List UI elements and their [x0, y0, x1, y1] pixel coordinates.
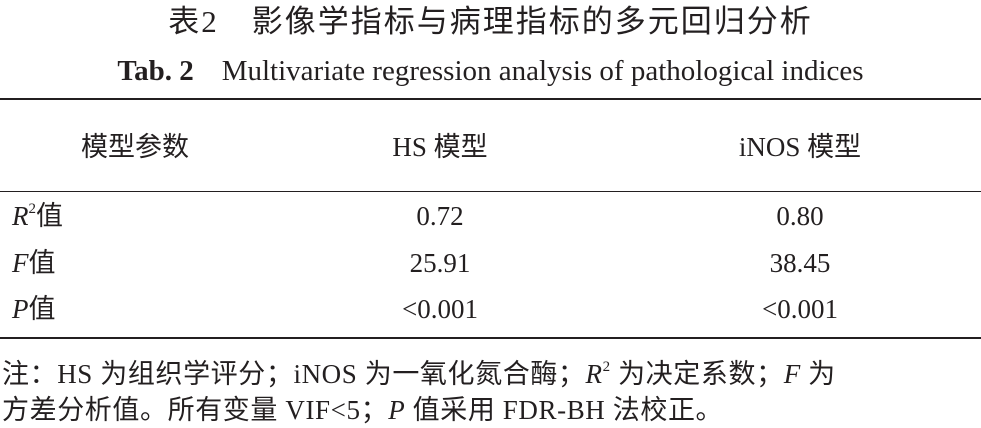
- title-en: Tab. 2 Multivariate regression analysis o…: [0, 50, 981, 92]
- row-label: P值: [12, 291, 56, 327]
- note-symbol: R: [585, 359, 603, 389]
- note-symbol: F: [783, 359, 801, 389]
- row-label: F值: [12, 245, 56, 281]
- top-rule: [0, 98, 981, 100]
- header-cell: iNOS 模型: [738, 132, 862, 162]
- value-cell: 0.80: [776, 201, 824, 231]
- value-cell: <0.001: [762, 294, 838, 324]
- row-suffix: 值: [28, 248, 56, 278]
- value-cell: <0.001: [402, 294, 478, 324]
- header-cell: HS 模型: [392, 132, 488, 162]
- title-cn: 表2 影像学指标与病理指标的多元回归分析: [168, 4, 813, 39]
- note-text: 值采用 FDR-BH 法校正。: [405, 395, 724, 425]
- note-text: 为决定系数；: [610, 359, 784, 389]
- row-suffix: 值: [28, 294, 56, 324]
- table-label: Tab. 2: [117, 55, 194, 87]
- row-symbol: F: [12, 248, 29, 278]
- value-cell: 38.45: [769, 248, 831, 278]
- header-cell: 模型参数: [81, 132, 189, 162]
- title-text: Multivariate regression analysis of path…: [221, 55, 864, 87]
- value-cell: 0.72: [416, 201, 464, 231]
- note-text: 方差分析值。所有变量 VIF<5；: [2, 395, 389, 425]
- header-rule: [0, 191, 981, 192]
- note-text: 注：HS 为组织学评分；iNOS 为一氧化氮合酶；: [2, 359, 586, 389]
- row-symbol: P: [12, 294, 29, 324]
- row-symbol: R: [12, 201, 29, 231]
- bottom-rule: [0, 337, 981, 339]
- value-cell: 25.91: [409, 248, 471, 278]
- row-sup: 2: [28, 201, 37, 217]
- row-suffix: 值: [36, 201, 63, 231]
- note-sup: 2: [602, 359, 611, 375]
- note-symbol: P: [388, 395, 406, 425]
- footnote: 注：HS 为组织学评分；iNOS 为一氧化氮合酶；R2 为决定系数；F 为方差分…: [2, 356, 836, 428]
- row-label: R2值: [12, 198, 63, 234]
- note-text: 为: [800, 359, 836, 389]
